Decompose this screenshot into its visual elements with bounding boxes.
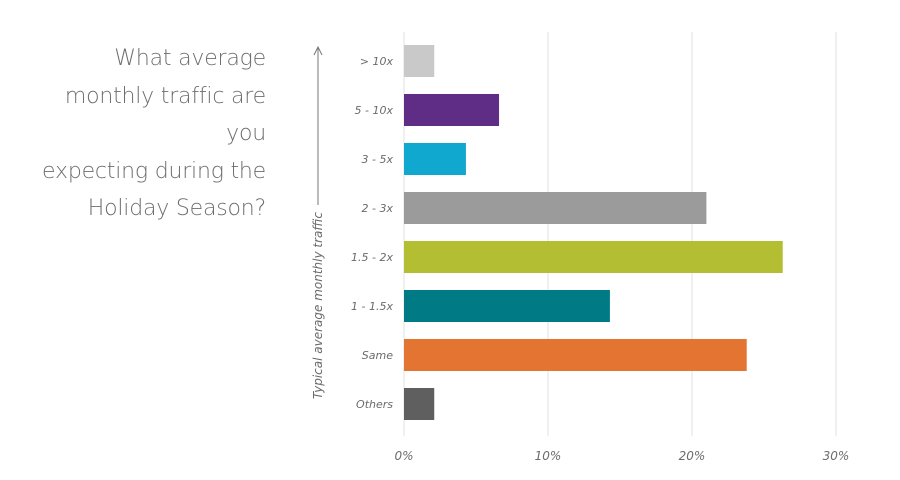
bar xyxy=(404,388,435,420)
category-label: 2 - 3x xyxy=(362,202,394,215)
bar xyxy=(404,290,610,322)
bar xyxy=(404,45,435,77)
axis-arrow-head xyxy=(313,45,323,56)
bar xyxy=(404,192,707,224)
bar xyxy=(404,339,747,371)
category-label: 1.5 - 2x xyxy=(351,251,393,264)
x-tick-label: 30% xyxy=(823,449,850,463)
x-tick-label: 10% xyxy=(535,449,562,463)
question-text: What average monthly traffic are you exp… xyxy=(42,46,266,221)
bar xyxy=(404,143,466,175)
x-tick-label: 20% xyxy=(679,449,706,463)
y-axis-title: Typical average monthly traffic xyxy=(311,212,325,400)
x-tick-label: 0% xyxy=(394,449,413,463)
bar xyxy=(404,241,783,273)
category-label: 1 - 1.5x xyxy=(351,300,393,313)
category-label: 5 - 10x xyxy=(355,104,394,117)
bar xyxy=(404,94,500,126)
category-label: Same xyxy=(362,349,393,362)
category-label: > 10x xyxy=(360,55,394,68)
category-label: 3 - 5x xyxy=(362,153,394,166)
category-label: Others xyxy=(356,398,393,411)
